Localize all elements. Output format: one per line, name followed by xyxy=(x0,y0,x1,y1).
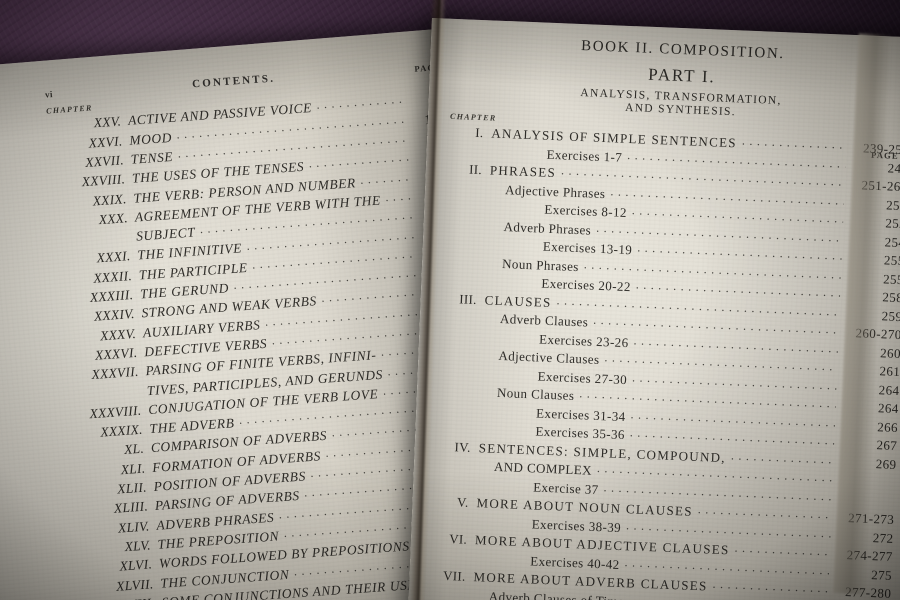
toc-entry-numeral: XLII. xyxy=(116,479,148,497)
toc-entry-numeral: XLIV. xyxy=(117,518,150,536)
toc-entry-numeral: XXXIII. xyxy=(89,287,134,306)
toc-entry-title: Noun Clauses xyxy=(496,384,575,404)
toc-entry-numeral: XXXIX. xyxy=(99,421,144,440)
toc-entry-numeral: XXVI. xyxy=(88,133,123,151)
toc-entry-numeral: XXXII. xyxy=(92,267,133,286)
toc-entry-title: Adjective Phrases xyxy=(504,181,606,201)
toc-entry-numeral xyxy=(442,321,484,323)
toc-leader-dots xyxy=(742,135,847,152)
toc-entry-numeral: XLVI. xyxy=(119,556,153,574)
toc-entry-numeral: XXIX. xyxy=(92,190,128,209)
toc-entry-title: Adverb Clauses xyxy=(499,311,589,330)
folio-number: vi xyxy=(44,89,54,100)
toc-entry-title: Exercises 1-7 xyxy=(546,146,623,165)
toc-entry-numeral: XLI. xyxy=(120,460,146,477)
toc-entry-numeral: XLV. xyxy=(124,537,152,555)
toc-entry-numeral xyxy=(434,524,476,526)
toc-entry-title: TENSE xyxy=(130,148,174,167)
toc-entry-numeral: VI. xyxy=(448,531,468,547)
toc-entry-numeral: XXXV. xyxy=(99,325,137,344)
toc-entry-numeral: XL. xyxy=(123,441,145,458)
toc-entry-title: Adverb Phrases xyxy=(503,218,592,238)
toc-leader-dots xyxy=(731,449,834,466)
toc-entry-title: MOOD xyxy=(128,129,173,148)
toc-entry-numeral xyxy=(438,413,480,415)
toc-entry-numeral: XXVII. xyxy=(84,152,125,170)
toc-entry-numeral xyxy=(449,154,491,156)
toc-entry-numeral xyxy=(440,358,482,360)
toc-entry-title: Noun Phrases xyxy=(501,255,580,274)
right-page: BOOK II. COMPOSITION. PART I. ANALYSIS, … xyxy=(406,18,900,600)
toc-entry-numeral xyxy=(440,376,482,378)
right-toc-list: I.ANALYSIS OF SIMPLE SENTENCES239-251Exe… xyxy=(423,123,900,600)
toc-entry-numeral: XXVIII. xyxy=(81,171,126,190)
toc-leader-dots xyxy=(712,578,828,596)
toc-entry-numeral: V. xyxy=(456,494,469,510)
toc-entry-numeral xyxy=(445,247,487,249)
toc-entry-title: Exercises 13-19 xyxy=(542,238,633,258)
toc-entry-title: Adverb Clauses of Time xyxy=(488,588,625,600)
toc-entry-numeral: I. xyxy=(474,124,484,141)
toc-entry-numeral xyxy=(441,339,483,341)
toc-leader-dots xyxy=(331,420,428,440)
toc-entry-title: Exercises 40-42 xyxy=(530,552,620,572)
right-chapter-column-label: CHAPTER xyxy=(449,111,497,123)
toc-entry-numeral: XXXIV. xyxy=(93,306,136,325)
right-page-content: BOOK II. COMPOSITION. PART I. ANALYSIS, … xyxy=(423,33,900,600)
toc-entry-numeral xyxy=(444,265,486,267)
toc-entry-numeral xyxy=(447,191,489,193)
toc-entry-title: Exercises 38-39 xyxy=(531,515,622,535)
toc-leader-dots xyxy=(321,285,419,305)
toc-entry-numeral: VII. xyxy=(442,567,466,584)
toc-entry-numeral: IV. xyxy=(454,438,472,455)
toc-entry-numeral: XXXVII. xyxy=(91,364,140,383)
toc-entry-title: SUBJECT xyxy=(135,224,196,244)
toc-leader-dots xyxy=(698,503,832,521)
toc-entry-numeral xyxy=(443,284,485,286)
toc-entry-numeral xyxy=(435,487,477,489)
toc-entry-title: Adjective Clauses xyxy=(498,347,600,368)
toc-leader-dots xyxy=(308,150,409,170)
toc-leader-dots xyxy=(381,343,424,359)
toc-entry-title: Exercises 20-22 xyxy=(541,275,632,295)
toc-entry-numeral xyxy=(431,598,473,600)
running-head: CONTENTS. xyxy=(191,72,276,91)
toc-entry-numeral xyxy=(446,210,488,212)
toc-entry-title: THE ADVERB xyxy=(149,415,235,437)
toc-leader-dots xyxy=(360,170,411,187)
toc-entry-numeral: XXV. xyxy=(93,113,122,131)
toc-entry-title: PHRASES xyxy=(489,162,557,181)
toc-entry-title: AND COMPLEX xyxy=(493,458,593,478)
toc-leader-dots xyxy=(385,189,412,204)
toc-entry-title: CLAUSES xyxy=(484,291,552,310)
toc-entry-numeral xyxy=(446,228,488,230)
toc-entry-numeral xyxy=(432,561,474,563)
toc-entry-numeral: XXXI. xyxy=(96,248,132,266)
toc-entry-title: Exercises 23-26 xyxy=(538,331,629,350)
toc-entry-title: Exercise 37 xyxy=(532,478,599,497)
toc-entry-numeral: II. xyxy=(468,161,483,178)
toc-entry-numeral xyxy=(439,395,481,397)
toc-entry-numeral: XLVII. xyxy=(115,575,154,594)
toc-leader-dots xyxy=(734,542,830,559)
toc-entry-numeral: XXXVI. xyxy=(94,344,138,363)
toc-entry-numeral: XXX. xyxy=(98,210,129,228)
toc-entry-numeral: III. xyxy=(459,290,478,307)
toc-entry-title: Exercises 27-30 xyxy=(537,368,628,387)
right-page-heading-block: BOOK II. COMPOSITION. PART I. ANALYSIS, … xyxy=(450,33,900,126)
toc-entry-numeral: XXXVIII. xyxy=(89,402,142,422)
toc-entry-title: THE GERUND xyxy=(139,280,230,302)
toc-entry-title: Exercises 31-34 xyxy=(535,405,626,424)
toc-entry-numeral xyxy=(437,432,479,434)
toc-entry-title: Exercises 8-12 xyxy=(544,201,628,221)
toc-entry-numeral: XLVIII. xyxy=(80,595,162,600)
toc-entry-title: Exercises 35-36 xyxy=(535,423,626,443)
toc-entry-numeral: XLIII. xyxy=(113,498,149,517)
